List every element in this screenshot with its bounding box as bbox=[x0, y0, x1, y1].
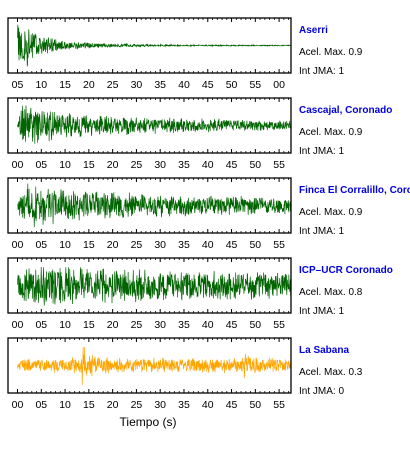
tick-label: 40 bbox=[202, 319, 214, 331]
acel-max-label: Acel. Max. 0.9 bbox=[299, 127, 363, 138]
tick-label: 55 bbox=[273, 159, 285, 171]
tick-label: 05 bbox=[35, 319, 47, 331]
tick-label: 05 bbox=[35, 239, 47, 251]
tick-label: 00 bbox=[12, 159, 24, 171]
tick-label: 55 bbox=[273, 399, 285, 411]
tick-label: 50 bbox=[249, 399, 261, 411]
tick-label: 00 bbox=[273, 79, 285, 91]
tick-label: 50 bbox=[226, 79, 238, 91]
tick-label: 25 bbox=[131, 239, 143, 251]
tick-label: 45 bbox=[226, 399, 238, 411]
waveform-trace bbox=[17, 24, 291, 67]
tick-label: 40 bbox=[202, 159, 214, 171]
int-jma-label: Int JMA: 1 bbox=[299, 66, 344, 77]
tick-label: 15 bbox=[59, 79, 71, 91]
tick-label: 05 bbox=[35, 399, 47, 411]
tick-label: 25 bbox=[131, 399, 143, 411]
tick-label: 30 bbox=[154, 399, 166, 411]
tick-label: 35 bbox=[178, 399, 190, 411]
panel-frame bbox=[7, 337, 292, 394]
tick-label: 15 bbox=[83, 319, 95, 331]
panel-0: 05 10 15 20 25 30 35 40 45 50 55 00 Aserri Acel. Max.… bbox=[7, 17, 363, 91]
tick-label: 10 bbox=[59, 159, 71, 171]
tick-label: 10 bbox=[59, 399, 71, 411]
tick-label: 45 bbox=[226, 239, 238, 251]
tick-label: 55 bbox=[249, 79, 261, 91]
tick-label: 20 bbox=[107, 159, 119, 171]
tick-label: 55 bbox=[273, 239, 285, 251]
panel-frame bbox=[7, 97, 292, 154]
waveform-trace bbox=[17, 267, 291, 306]
acel-max-label: Acel. Max. 0.9 bbox=[299, 47, 363, 58]
station-name: Cascajal, Coronado bbox=[299, 105, 392, 116]
tick-label: 20 bbox=[107, 319, 119, 331]
station-name: ICP–UCR Coronado bbox=[299, 265, 393, 276]
tick-label: 05 bbox=[35, 159, 47, 171]
tick-label: 40 bbox=[202, 399, 214, 411]
panel-2: 00 05 10 15 20 25 30 35 40 45 50 55 Finca El Corrali… bbox=[7, 177, 410, 251]
tick-label: 15 bbox=[83, 159, 95, 171]
tick-label: 45 bbox=[226, 319, 238, 331]
tick-label: 45 bbox=[202, 79, 214, 91]
tick-label: 35 bbox=[154, 79, 166, 91]
tick-label: 30 bbox=[154, 319, 166, 331]
tick-label: 30 bbox=[154, 159, 166, 171]
tick-label: 00 bbox=[12, 239, 24, 251]
panel-frame bbox=[7, 17, 292, 74]
tick-label: 00 bbox=[12, 319, 24, 331]
tick-label: 35 bbox=[178, 319, 190, 331]
tick-label: 20 bbox=[107, 399, 119, 411]
acel-max-label: Acel. Max. 0.8 bbox=[299, 287, 363, 298]
tick-label: 55 bbox=[273, 319, 285, 331]
panel-frame bbox=[7, 257, 292, 314]
int-jma-label: Int JMA: 1 bbox=[299, 306, 344, 317]
station-name: Aserri bbox=[299, 25, 328, 36]
tick-label: 30 bbox=[131, 79, 143, 91]
tick-label: 10 bbox=[59, 239, 71, 251]
acel-max-label: Acel. Max. 0.3 bbox=[299, 367, 363, 378]
int-jma-label: Int JMA: 1 bbox=[299, 226, 344, 237]
tick-label: 10 bbox=[35, 79, 47, 91]
acel-max-label: Acel. Max. 0.9 bbox=[299, 207, 363, 218]
tick-label: 20 bbox=[83, 79, 95, 91]
tick-label: 15 bbox=[83, 239, 95, 251]
tick-label: 25 bbox=[131, 319, 143, 331]
tick-label: 50 bbox=[249, 239, 261, 251]
waveform-trace bbox=[17, 105, 291, 144]
tick-label: 45 bbox=[226, 159, 238, 171]
tick-label: 50 bbox=[249, 159, 261, 171]
tick-label: 50 bbox=[249, 319, 261, 331]
x-axis-title: Tiempo (s) bbox=[120, 415, 177, 429]
int-jma-label: Int JMA: 0 bbox=[299, 386, 344, 397]
station-name: Finca El Corralillo, Coronado bbox=[299, 185, 410, 196]
tick-label: 05 bbox=[12, 79, 24, 91]
tick-label: 25 bbox=[107, 79, 119, 91]
panel-4: 00 05 10 15 20 25 30 35 40 45 50 55 La Sabana Acel. M… bbox=[7, 337, 363, 411]
tick-label: 20 bbox=[107, 239, 119, 251]
tick-label: 25 bbox=[131, 159, 143, 171]
panel-3: 00 05 10 15 20 25 30 35 40 45 50 55 ICP–UCR Coronado… bbox=[7, 257, 393, 331]
tick-label: 30 bbox=[154, 239, 166, 251]
int-jma-label: Int JMA: 1 bbox=[299, 146, 344, 157]
tick-label: 35 bbox=[178, 239, 190, 251]
tick-label: 15 bbox=[83, 399, 95, 411]
station-name: La Sabana bbox=[299, 345, 349, 356]
panel-1: 00 05 10 15 20 25 30 35 40 45 50 55 Cascajal, Corona… bbox=[7, 97, 392, 171]
tick-label: 10 bbox=[59, 319, 71, 331]
waveform-trace bbox=[17, 183, 291, 228]
tick-label: 00 bbox=[12, 399, 24, 411]
panel-frame bbox=[7, 177, 292, 234]
tick-label: 35 bbox=[178, 159, 190, 171]
tick-label: 40 bbox=[202, 239, 214, 251]
waveform-trace bbox=[17, 346, 291, 385]
tick-label: 40 bbox=[178, 79, 190, 91]
